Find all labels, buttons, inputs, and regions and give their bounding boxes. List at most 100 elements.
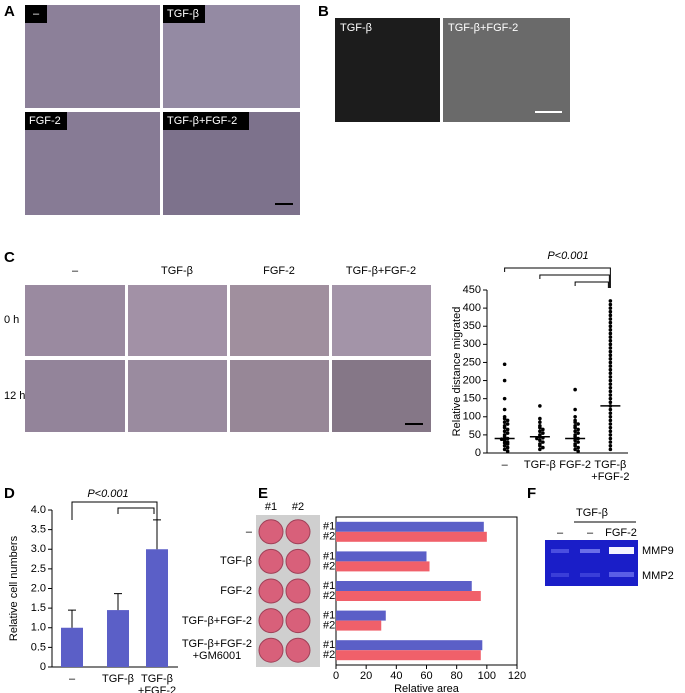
data-point (576, 422, 580, 426)
panel-label: B (318, 3, 329, 20)
data-point (608, 389, 613, 394)
gel-band (609, 572, 634, 577)
panel-label: F (527, 485, 536, 502)
bracket (539, 274, 610, 288)
series-label: #1 (323, 550, 335, 562)
data-point (505, 445, 510, 450)
data-point (608, 342, 613, 347)
column-label: TGF-β (161, 265, 193, 277)
bar (336, 531, 487, 542)
data-point (608, 338, 613, 343)
y-tick-label: 450 (463, 284, 481, 296)
series-label: #1 (323, 521, 335, 533)
y-tick-label: 400 (463, 302, 481, 314)
bar (336, 620, 382, 631)
micrograph (332, 285, 431, 356)
data-point (538, 429, 542, 434)
data-point (608, 414, 613, 419)
band-label: MMP2 (642, 570, 674, 582)
series-label: #1 (323, 639, 335, 651)
bar (336, 581, 472, 591)
data-point (541, 427, 545, 432)
data-point (538, 447, 542, 452)
dish (285, 578, 311, 604)
y-tick-label: 250 (463, 356, 481, 368)
data-point (502, 447, 507, 452)
x-tick-label: FGF-2 (559, 459, 592, 471)
data-point (538, 420, 542, 425)
series-label: #1 (323, 610, 335, 622)
data-point (502, 407, 507, 412)
row-label: TGF-β+FGF-2 (181, 614, 252, 627)
data-point (502, 420, 507, 425)
row-label: FGF-2 (220, 585, 252, 597)
y-tick-label: 150 (463, 393, 481, 405)
data-point (608, 320, 613, 325)
bracket (117, 507, 155, 514)
data-point (608, 346, 613, 350)
data-point (608, 317, 613, 321)
bar (336, 591, 481, 601)
data-point (573, 447, 577, 452)
error-bar (114, 593, 122, 611)
data-point (573, 429, 577, 434)
data-point (502, 362, 507, 367)
data-point (505, 431, 510, 435)
dish (258, 548, 284, 574)
x-tick-label: TGF-β (523, 459, 556, 471)
bar (336, 610, 386, 621)
dish (285, 637, 311, 663)
micrograph (332, 360, 431, 432)
image-label: TGF-β+FGF-2 (448, 22, 518, 34)
data-point (573, 434, 577, 439)
treatment-label: TGF-β (576, 507, 608, 519)
data-point (576, 431, 580, 435)
dish (285, 548, 311, 574)
micrograph (128, 360, 227, 432)
x-tick-label: 0 (333, 670, 339, 682)
tag-bg (25, 5, 47, 23)
x-tick-label: 60 (420, 670, 432, 682)
data-point (541, 445, 545, 450)
tag-bg (163, 5, 205, 23)
annotation: P<0.001 (87, 488, 128, 500)
x-tick-label: TGF-β +FGF-2 (591, 459, 630, 483)
y-tick-label: 2.5 (31, 563, 46, 575)
y-tick-label: 0.5 (31, 641, 46, 653)
y-tick-label: 1.0 (31, 622, 46, 634)
data-point (608, 367, 613, 372)
data-point (608, 371, 613, 376)
y-axis-label: Relative cell numbers (8, 535, 20, 641)
data-point (608, 331, 613, 336)
data-point (502, 425, 507, 430)
data-point (608, 422, 613, 426)
error-bar (68, 609, 76, 628)
gel-band (609, 547, 634, 554)
row-label: 0 h (4, 314, 19, 326)
data-point (576, 440, 580, 444)
row-label: – (245, 525, 252, 538)
data-point (505, 422, 510, 426)
y-axis-label: Relative distance migrated (451, 307, 463, 437)
image-label: – (33, 8, 40, 20)
data-point (608, 440, 613, 444)
data-point (608, 425, 613, 430)
panel-label: A (4, 3, 15, 20)
data-point (608, 393, 613, 397)
data-point (608, 433, 613, 437)
series-label: #1 (323, 580, 335, 592)
dish (258, 608, 284, 634)
micrograph (335, 18, 440, 122)
data-point (573, 420, 577, 425)
y-tick-label: 2.0 (31, 582, 46, 594)
dishes (258, 519, 311, 663)
band-label: MMP9 (642, 545, 674, 557)
data-point (608, 382, 613, 386)
bar (336, 551, 427, 562)
data-point (608, 375, 613, 379)
data-point (573, 425, 577, 430)
data-point (608, 353, 613, 358)
y-tick-label: 3.5 (31, 524, 46, 536)
row-label: TGF-β+FGF-2 +GM6001 (181, 638, 252, 663)
data-point (608, 309, 613, 314)
